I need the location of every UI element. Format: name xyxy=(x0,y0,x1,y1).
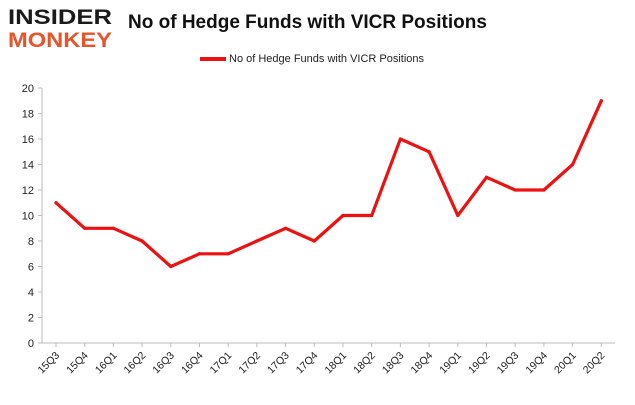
y-tick-label: 6 xyxy=(28,262,34,274)
x-tick-label: 18Q1 xyxy=(322,350,349,377)
y-axis: 0 2 4 6 8 10 12 14 16 18 20 xyxy=(22,83,43,350)
x-tick-label: 15Q3 xyxy=(35,350,62,377)
data-point xyxy=(599,99,603,103)
y-tick-label: 20 xyxy=(22,83,34,95)
x-tick-label: 19Q2 xyxy=(466,350,493,377)
x-tick-label: 16Q1 xyxy=(93,350,120,377)
x-tick-label: 16Q4 xyxy=(179,350,206,377)
x-tick-label: 19Q3 xyxy=(495,350,522,377)
data-point xyxy=(169,264,173,269)
x-tick-label: 17Q2 xyxy=(236,350,263,377)
x-tick-label: 20Q2 xyxy=(581,350,608,377)
x-tick-label: 17Q3 xyxy=(265,350,292,377)
y-tick-label: 14 xyxy=(22,160,34,172)
logo-line-monkey: MONKEY xyxy=(8,29,112,50)
y-tick-label: 10 xyxy=(22,211,34,223)
data-point xyxy=(197,252,202,256)
y-tick-label: 0 xyxy=(28,338,34,350)
x-tick-label: 15Q4 xyxy=(64,350,91,377)
series-layer xyxy=(54,99,603,269)
data-point xyxy=(513,188,517,192)
y-tick-label: 8 xyxy=(28,236,34,248)
data-point xyxy=(571,162,575,167)
data-point xyxy=(111,226,115,230)
chart-title: No of Hedge Funds with VICR Positions xyxy=(128,12,487,33)
y-tick-label: 4 xyxy=(28,287,34,299)
data-point xyxy=(140,239,144,243)
x-tick-label: 18Q3 xyxy=(380,350,407,377)
data-point xyxy=(284,226,288,230)
insider-monkey-logo: INSIDER MONKEY xyxy=(8,6,112,50)
x-tick-label: 19Q4 xyxy=(523,350,550,377)
x-axis: 15Q3 15Q4 16Q1 16Q2 16Q3 16Q4 17Q1 17Q2 17Q3 17Q4… xyxy=(35,342,615,377)
y-tick-label: 12 xyxy=(22,185,34,197)
logo-line-insider: INSIDER xyxy=(8,6,112,29)
data-point xyxy=(484,175,489,179)
y-tick-label: 2 xyxy=(28,313,34,325)
data-point xyxy=(370,213,374,218)
series-line xyxy=(54,99,603,269)
data-point xyxy=(341,213,345,218)
x-tick-label: 17Q1 xyxy=(208,350,235,377)
x-tick-label: 19Q1 xyxy=(437,350,464,377)
chart-legend: No of Hedge Funds with VICR Positions xyxy=(200,53,424,65)
data-point xyxy=(542,188,546,192)
legend-label: No of Hedge Funds with VICR Positions xyxy=(229,53,425,65)
x-tick-label: 16Q3 xyxy=(150,350,177,377)
legend-swatch xyxy=(200,57,226,61)
data-point xyxy=(255,239,259,243)
x-tick-label: 20Q1 xyxy=(552,350,579,377)
x-tick-label: 16Q2 xyxy=(122,350,149,377)
data-point xyxy=(398,137,402,141)
data-point xyxy=(427,150,431,154)
y-tick-label: 18 xyxy=(22,109,34,121)
x-tick-label: 17Q4 xyxy=(294,350,321,377)
y-tick-label: 16 xyxy=(22,134,34,146)
data-point xyxy=(312,239,316,243)
x-tick-label: 18Q2 xyxy=(351,350,378,377)
data-point xyxy=(83,226,87,230)
x-tick-label: 18Q4 xyxy=(409,350,436,377)
data-point xyxy=(226,252,230,256)
data-point xyxy=(456,213,460,218)
data-point xyxy=(54,201,58,205)
